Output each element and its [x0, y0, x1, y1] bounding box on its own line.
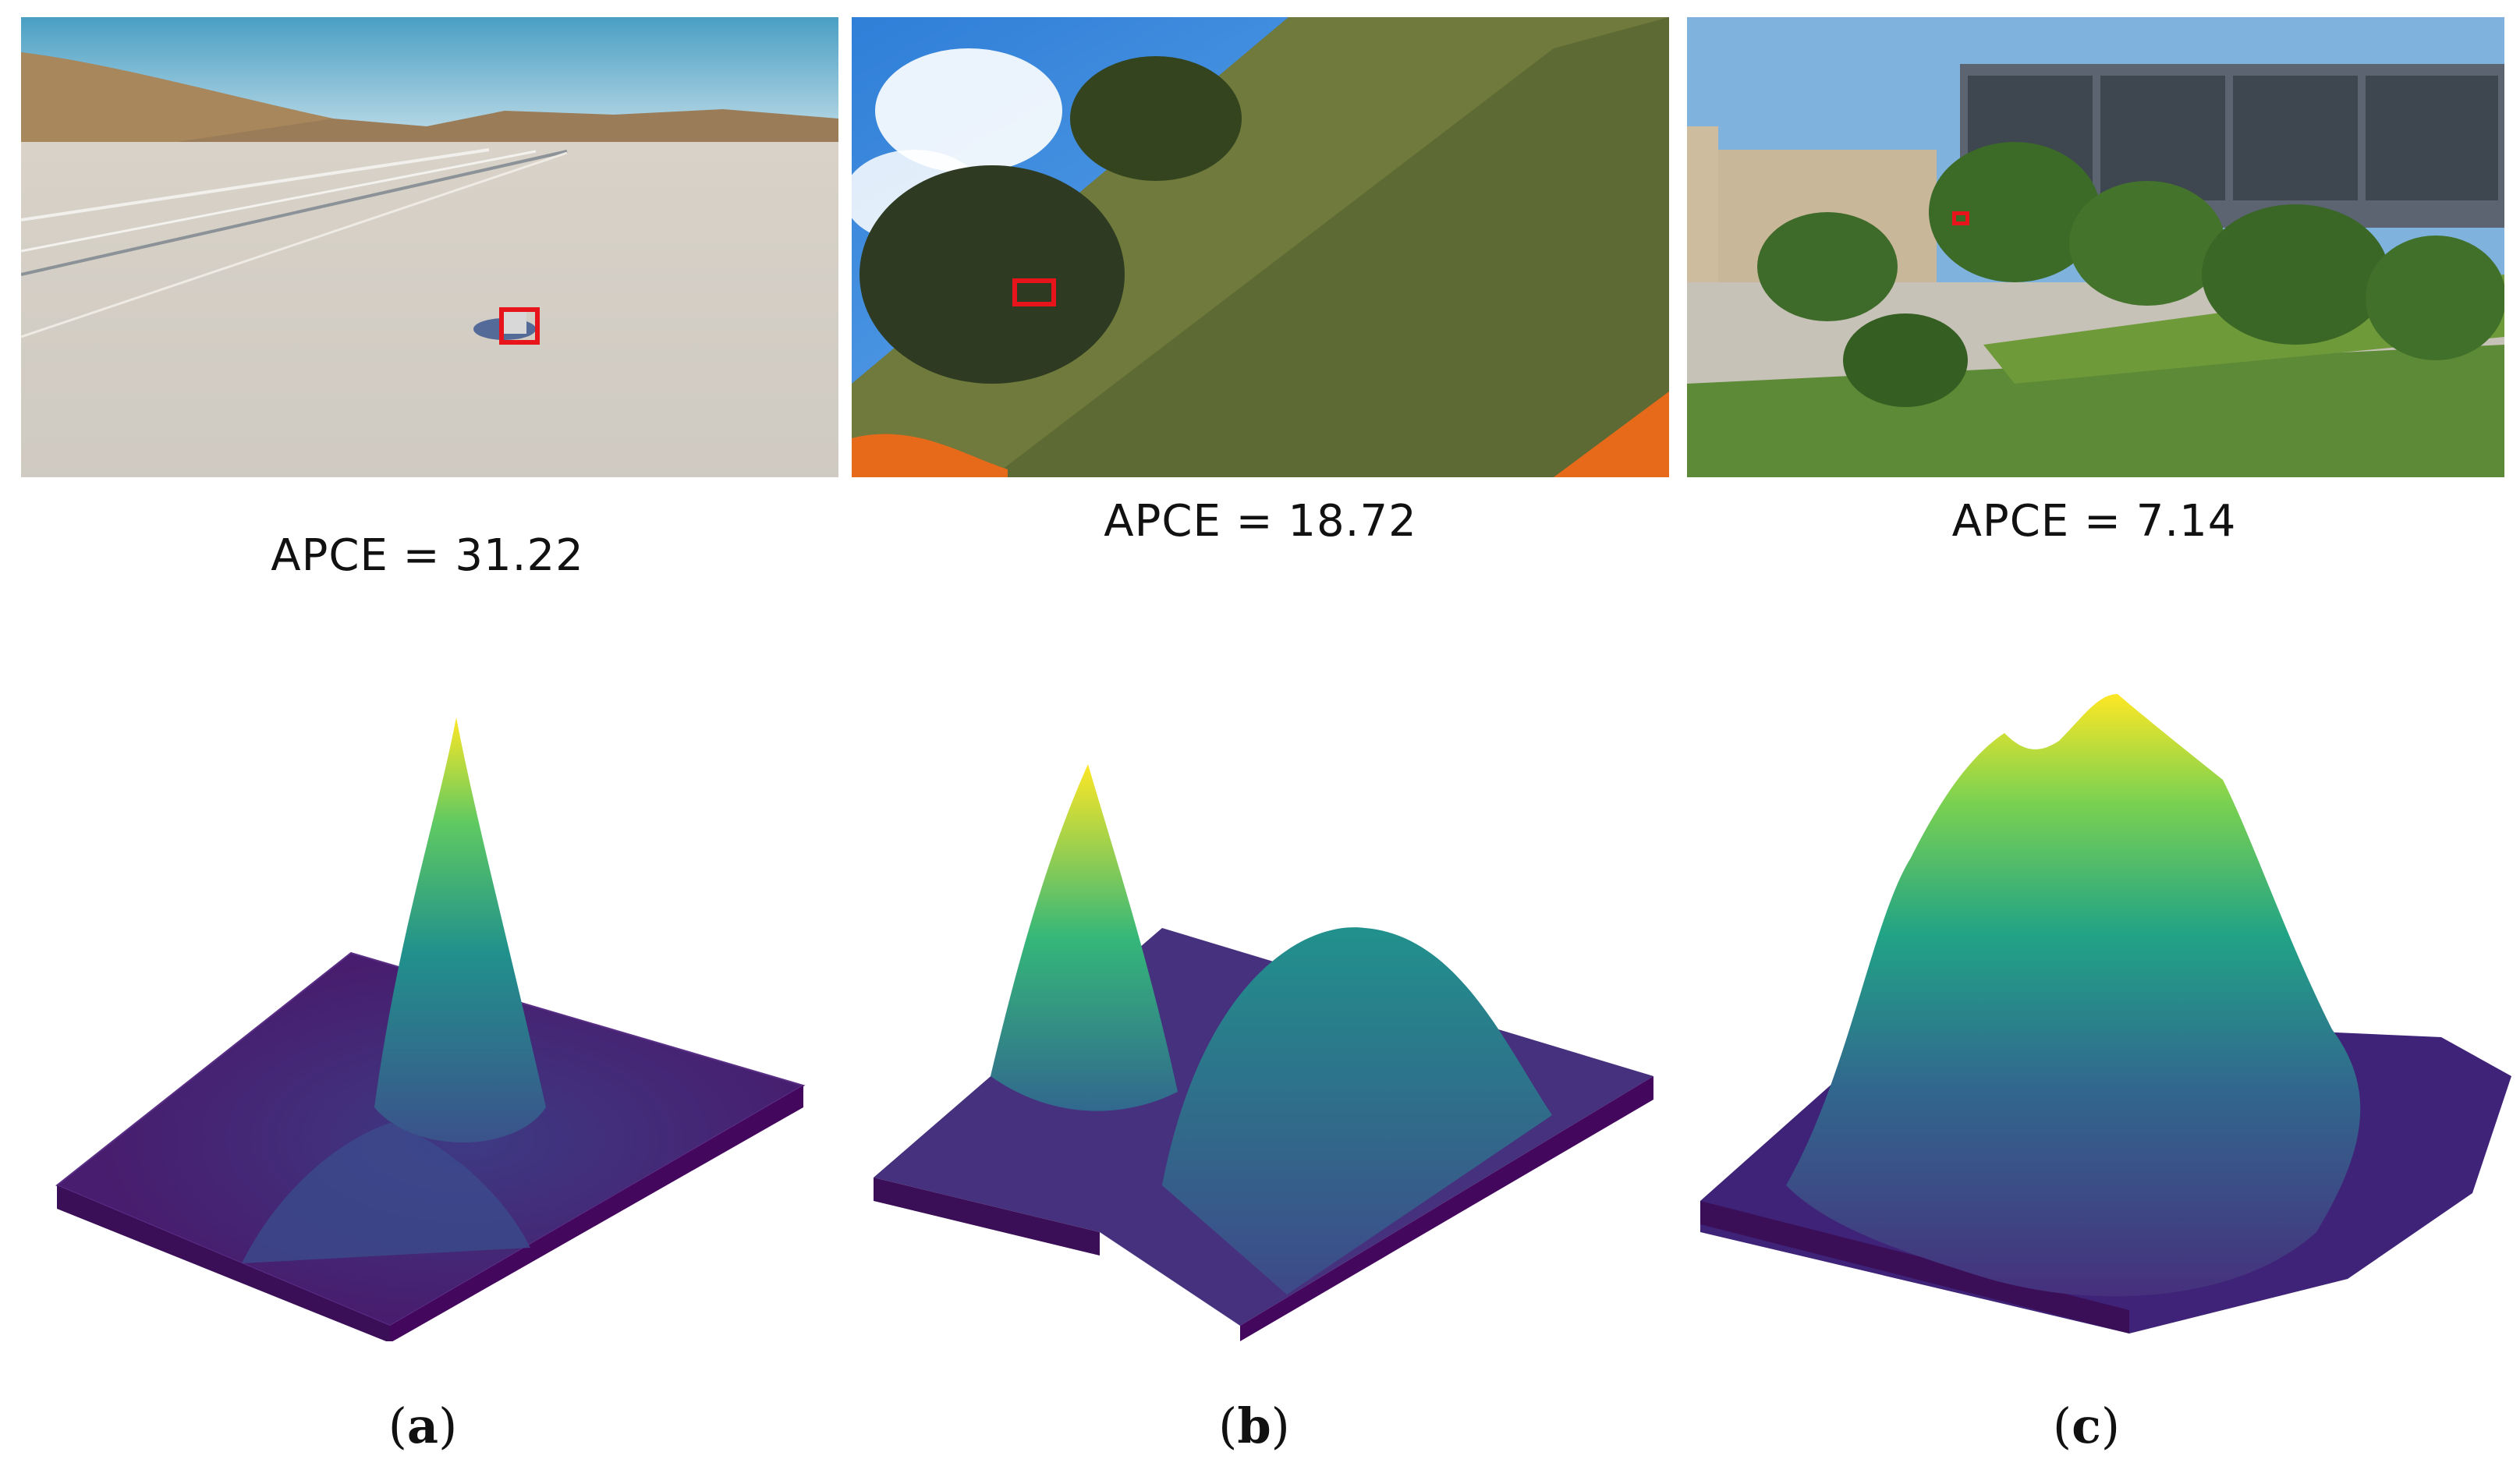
apce-label-a: APCE = 31.22	[271, 530, 584, 581]
panel-label-c: (c)	[2052, 1397, 2121, 1454]
apce-label-b: APCE = 18.72	[1104, 496, 1417, 547]
bbox-b	[1012, 278, 1056, 306]
apce-label-c: APCE = 7.14	[1951, 496, 2237, 547]
response-surface-a	[47, 702, 811, 1341]
bbox-c	[1952, 211, 1969, 225]
photo-c-campus	[1687, 17, 2504, 477]
photo-b-fpv	[852, 17, 1669, 477]
response-surface-c	[1692, 686, 2519, 1341]
panel-label-b: (b)	[1218, 1397, 1290, 1454]
bbox-a	[499, 307, 540, 345]
response-surface-b	[866, 749, 1661, 1341]
photo-a-runway	[21, 17, 838, 477]
panel-label-a: (a)	[388, 1397, 458, 1454]
